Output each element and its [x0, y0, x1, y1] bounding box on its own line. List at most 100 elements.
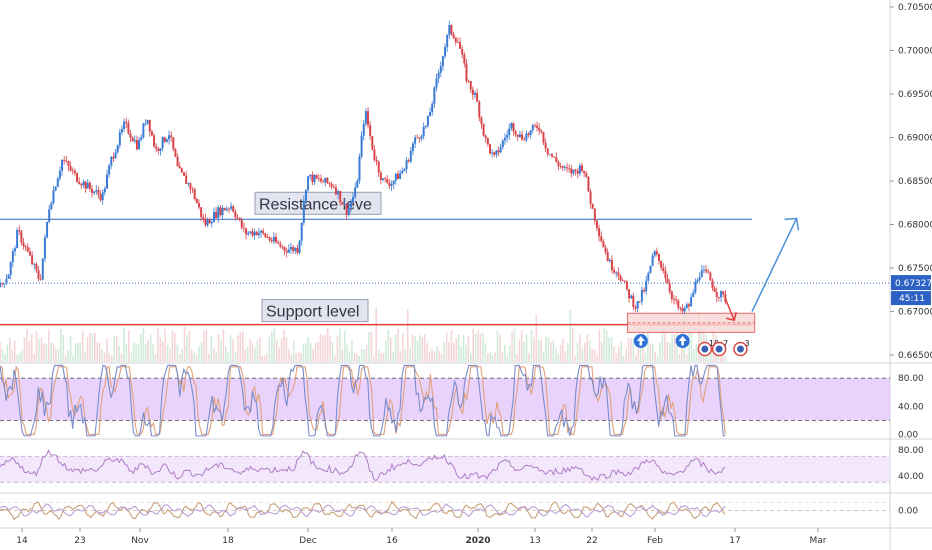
time-tick-label: 23: [74, 536, 85, 546]
volume-bar: [210, 335, 213, 362]
candle: [302, 200, 305, 223]
volume-bar: [154, 354, 157, 362]
volume-bar: [275, 340, 278, 362]
volume-bar: [399, 351, 402, 362]
candle: [722, 291, 725, 295]
projection-up-arrowhead: [784, 217, 800, 231]
candle: [668, 283, 671, 292]
candle: [146, 119, 149, 124]
volume-bar: [52, 343, 55, 362]
candle: [426, 116, 429, 126]
current-price-badge[interactable]: [891, 275, 931, 291]
candle: [390, 184, 393, 186]
volume-bar: [290, 354, 293, 362]
candle: [531, 125, 534, 131]
time-tick-label: 14: [16, 536, 28, 546]
projection-down-arrow[interactable]: [724, 298, 735, 321]
volume-bar: [246, 346, 249, 362]
candle: [217, 207, 220, 218]
volume-bar: [370, 331, 373, 362]
volume-bar: [457, 333, 460, 362]
support-label-box[interactable]: [261, 299, 369, 323]
candle: [275, 237, 278, 243]
candle: [39, 278, 42, 280]
candle: [185, 175, 188, 184]
volume-bar: [406, 309, 409, 362]
volume-bar: [130, 352, 132, 362]
volume-bar: [351, 339, 353, 362]
volume-bar: [525, 334, 528, 362]
candle: [285, 250, 288, 253]
price-pane[interactable]: Resistance leve Support level 10 7 3: [0, 20, 890, 357]
candle: [536, 125, 539, 128]
volume-bar: [491, 355, 494, 362]
volume-bar: [30, 334, 33, 362]
candle: [369, 125, 372, 137]
volume-bar: [101, 349, 103, 362]
volume-bar: [358, 355, 361, 362]
oscillator-pane[interactable]: [0, 500, 890, 521]
volume-bar: [380, 352, 382, 362]
price-axis[interactable]: 0.70500 0.70000 0.69500 0.69000 0.68500 0.680…: [890, 3, 932, 517]
candle: [334, 187, 337, 195]
candle: [341, 202, 344, 205]
candle: [242, 227, 245, 229]
candle: [600, 236, 603, 242]
volume-bar: [322, 335, 324, 362]
volume-bar: [268, 337, 271, 362]
candle: [572, 169, 575, 174]
candle: [700, 270, 703, 278]
candle: [364, 111, 367, 124]
volume-bar: [414, 336, 416, 362]
up-arrow-marker[interactable]: [675, 334, 690, 348]
rsi-band: [0, 456, 890, 483]
volume-bar: [28, 340, 31, 362]
volume-bar: [353, 353, 356, 362]
candle: [112, 156, 115, 159]
candle: [170, 135, 173, 138]
volume-bar: [72, 355, 74, 362]
volume-bar: [21, 350, 23, 362]
candle: [401, 170, 404, 173]
candle: [41, 258, 44, 280]
candle: [580, 165, 583, 171]
stochastic-k-line: [0, 364, 726, 437]
candle: [563, 167, 566, 169]
candle: [444, 47, 447, 57]
price-tick-label: 0.69000: [898, 133, 932, 143]
event-badge[interactable]: 10: [697, 339, 719, 357]
volume-bar: [710, 348, 712, 362]
candle: [279, 243, 282, 247]
candle: [598, 228, 601, 237]
candle: [163, 137, 166, 142]
volume-bar: [115, 335, 118, 362]
volume-bar: [285, 336, 288, 362]
candle: [103, 188, 106, 193]
candle: [129, 133, 132, 138]
projection-up-arrow[interactable]: [751, 218, 798, 312]
time-axis[interactable]: 14 23 Nov 18 Dec 16 2020 13 22 Feb 17 Mar: [16, 528, 827, 546]
volume-bar: [389, 337, 392, 362]
stochastic-pane[interactable]: [0, 364, 890, 437]
volume-bar: [69, 335, 72, 362]
rsi-pane[interactable]: [0, 449, 890, 483]
volume-bar: [239, 331, 242, 362]
candle: [197, 203, 200, 208]
candle: [585, 173, 588, 177]
volume-bar: [249, 338, 251, 362]
volume-bar: [593, 348, 596, 362]
candle: [272, 237, 275, 242]
volume-bar: [229, 335, 232, 362]
volume-bar: [506, 355, 509, 362]
event-badge[interactable]: 3: [733, 339, 750, 357]
candle: [632, 295, 635, 307]
volume-bar: [467, 336, 470, 362]
up-arrow-marker[interactable]: [633, 334, 648, 348]
candle: [715, 292, 718, 298]
candle: [384, 178, 387, 180]
candle: [311, 174, 314, 183]
volume-bar: [387, 329, 390, 362]
volume-bar: [404, 349, 407, 362]
event-badge[interactable]: 7: [711, 339, 729, 357]
